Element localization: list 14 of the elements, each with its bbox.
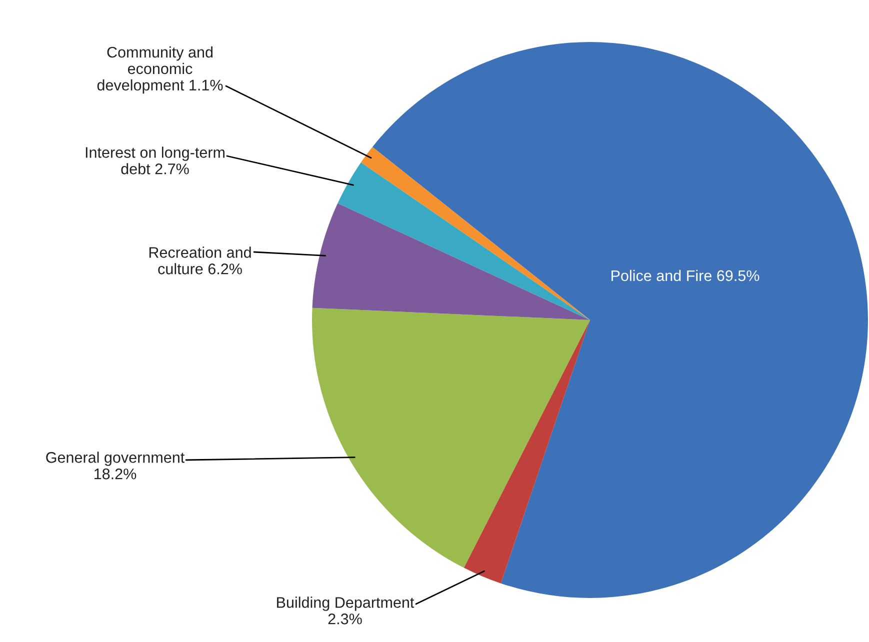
pie-slice xyxy=(361,146,590,320)
slice-label: Community and economic development 1.1% xyxy=(97,46,223,94)
pie-slice xyxy=(372,42,868,598)
pie-slice xyxy=(338,162,590,320)
data-label: 18.2% xyxy=(94,468,136,480)
pie-slice xyxy=(312,203,590,320)
slice-label: General government xyxy=(46,452,185,466)
slice-label: Police and Fire 69.5% xyxy=(612,270,760,282)
slice-label: Interest on long-term debt 2.7% xyxy=(86,146,224,174)
data-label: 2.3% xyxy=(328,614,362,624)
slice-label: Building Department xyxy=(277,596,414,611)
pie-slice xyxy=(464,320,590,584)
pie-slice xyxy=(312,308,590,568)
slice-label: Recreation and culture 6.2% xyxy=(149,246,251,274)
